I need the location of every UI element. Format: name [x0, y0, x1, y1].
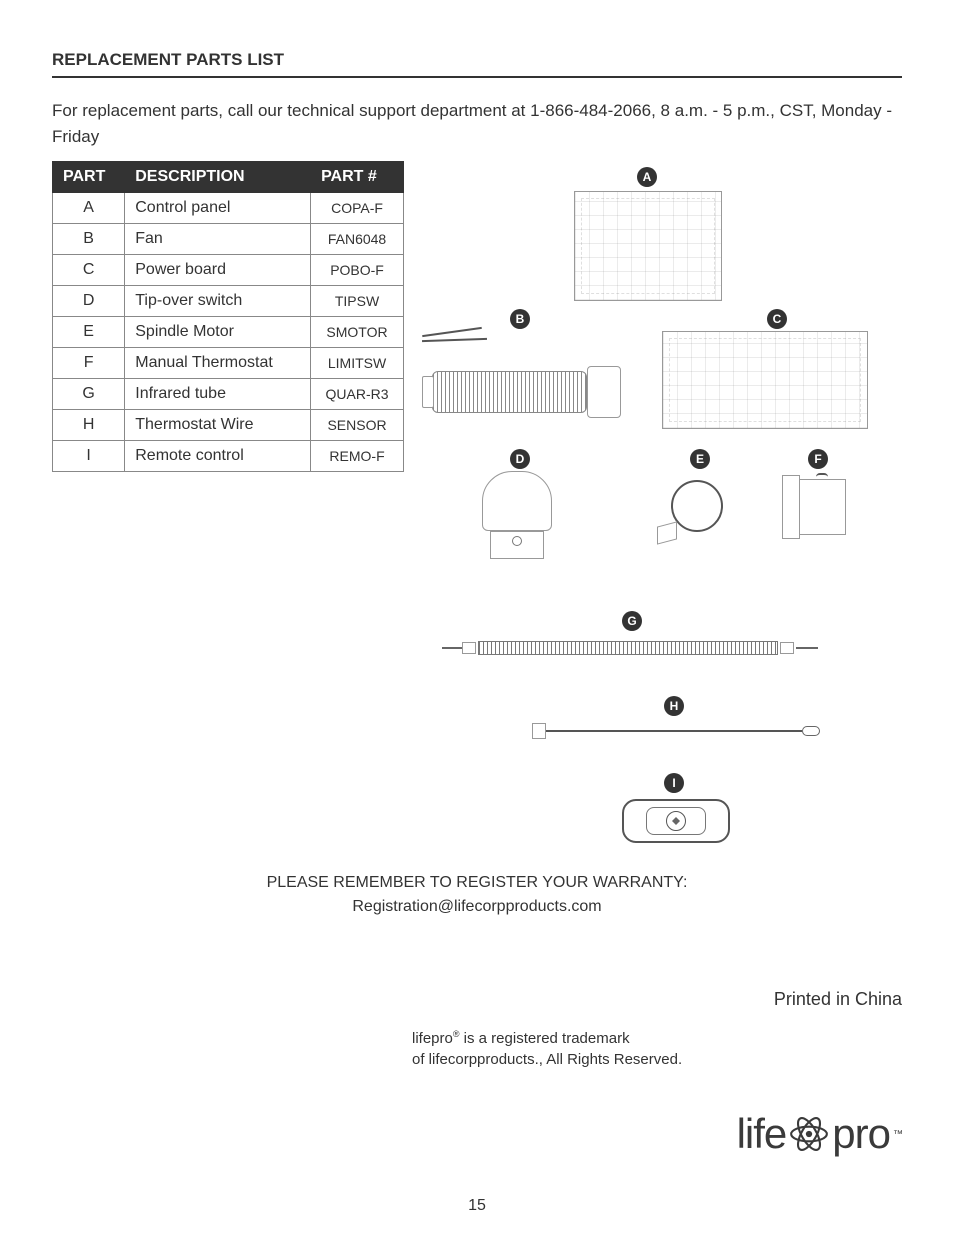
diagram-label-i: I — [664, 773, 684, 793]
diagram-part-manual-thermostat — [782, 473, 860, 543]
diagram-part-power-board — [662, 331, 868, 429]
warranty-line1: PLEASE REMEMBER TO REGISTER YOUR WARRANT… — [52, 871, 902, 895]
parts-diagram: A B C D E — [422, 161, 902, 861]
printed-in: Printed in China — [52, 989, 902, 1010]
cell-description: Control panel — [125, 193, 311, 224]
diagram-label-h: H — [664, 696, 684, 716]
warranty-email: Registration@lifecorpproducts.com — [52, 895, 902, 919]
cell-part: B — [53, 224, 125, 255]
cell-part-number: QUAR-R3 — [311, 379, 404, 410]
cell-part-number: FAN6048 — [311, 224, 404, 255]
cell-part: I — [53, 441, 125, 472]
table-row: BFanFAN6048 — [53, 224, 404, 255]
warranty-block: PLEASE REMEMBER TO REGISTER YOUR WARRANT… — [52, 871, 902, 919]
diagram-part-tip-over-switch — [472, 471, 562, 571]
cell-description: Remote control — [125, 441, 311, 472]
cell-description: Manual Thermostat — [125, 348, 311, 379]
cell-description: Power board — [125, 255, 311, 286]
parts-table: PART DESCRIPTION PART # AControl panelCO… — [52, 161, 404, 472]
page-number: 15 — [0, 1197, 954, 1215]
trademark-notice: lifepro® is a registered trademark of li… — [412, 1028, 902, 1070]
cell-part: C — [53, 255, 125, 286]
diagram-part-control-panel — [574, 191, 722, 301]
table-row: IRemote controlREMO-F — [53, 441, 404, 472]
table-row: HThermostat WireSENSOR — [53, 410, 404, 441]
cell-part-number: TIPSW — [311, 286, 404, 317]
atom-icon — [788, 1113, 830, 1155]
cell-part: E — [53, 317, 125, 348]
cell-part-number: POBO-F — [311, 255, 404, 286]
cell-part: H — [53, 410, 125, 441]
brand-logo: life pro ™ — [737, 1110, 902, 1158]
diagram-part-spindle-motor — [657, 476, 737, 546]
cell-part-number: REMO-F — [311, 441, 404, 472]
cell-part-number: COPA-F — [311, 193, 404, 224]
cell-part-number: LIMITSW — [311, 348, 404, 379]
th-part: PART — [53, 162, 125, 193]
cell-description: Spindle Motor — [125, 317, 311, 348]
cell-part-number: SENSOR — [311, 410, 404, 441]
diagram-part-remote-control — [622, 799, 730, 843]
cell-description: Infrared tube — [125, 379, 311, 410]
table-row: CPower boardPOBO-F — [53, 255, 404, 286]
table-row: FManual ThermostatLIMITSW — [53, 348, 404, 379]
diagram-label-d: D — [510, 449, 530, 469]
intro-text: For replacement parts, call our technica… — [52, 98, 902, 149]
table-row: ESpindle MotorSMOTOR — [53, 317, 404, 348]
cell-description: Fan — [125, 224, 311, 255]
th-part-number: PART # — [311, 162, 404, 193]
diagram-label-c: C — [767, 309, 787, 329]
cell-description: Tip-over switch — [125, 286, 311, 317]
diagram-part-fan — [422, 321, 632, 421]
cell-description: Thermostat Wire — [125, 410, 311, 441]
cell-part: A — [53, 193, 125, 224]
diagram-part-thermostat-wire — [532, 723, 822, 743]
cell-part: F — [53, 348, 125, 379]
cell-part: G — [53, 379, 125, 410]
table-row: DTip-over switchTIPSW — [53, 286, 404, 317]
th-description: DESCRIPTION — [125, 162, 311, 193]
diagram-label-a: A — [637, 167, 657, 187]
cell-part-number: SMOTOR — [311, 317, 404, 348]
diagram-label-e: E — [690, 449, 710, 469]
table-row: GInfrared tubeQUAR-R3 — [53, 379, 404, 410]
diagram-part-infrared-tube — [442, 639, 822, 659]
section-title: REPLACEMENT PARTS LIST — [52, 50, 902, 78]
table-row: AControl panelCOPA-F — [53, 193, 404, 224]
diagram-label-f: F — [808, 449, 828, 469]
cell-part: D — [53, 286, 125, 317]
diagram-label-g: G — [622, 611, 642, 631]
